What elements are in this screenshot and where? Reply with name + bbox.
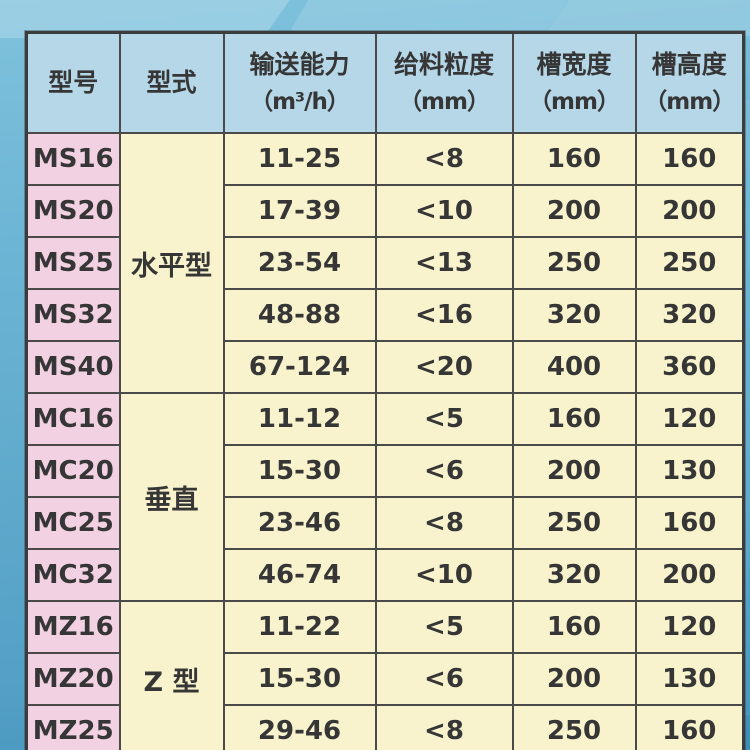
header-row: 型号 型式 输送能力 （m³/h） 给料粒度 （mm） 槽宽度 （mm） 槽高度 （mm…	[25, 31, 745, 134]
height-cell: 320	[634, 288, 745, 342]
header-label: 型号	[48, 67, 99, 97]
width-cell: 250	[511, 236, 637, 290]
capacity-cell: 48-88	[222, 288, 377, 342]
height-cell: 250	[634, 236, 745, 290]
spec-table: 型号 型式 输送能力 （m³/h） 给料粒度 （mm） 槽宽度 （mm） 槽高度 （mm…	[25, 31, 745, 750]
capacity-cell: 11-12	[222, 392, 377, 446]
model-cell: MC32	[25, 548, 121, 602]
table-row: MS32 48-88 <16 320 320	[25, 288, 745, 342]
width-cell: 160	[511, 132, 637, 186]
width-cell: 400	[511, 340, 637, 394]
model-cell: MS25	[25, 236, 121, 290]
feed-cell: <16	[374, 288, 514, 342]
width-cell: 250	[511, 496, 637, 550]
feed-cell: <20	[374, 340, 514, 394]
width-cell: 250	[511, 704, 637, 750]
width-cell: 160	[511, 600, 637, 654]
feed-cell: <10	[374, 184, 514, 238]
header-label: 槽宽度	[536, 49, 612, 79]
model-cell: MZ20	[25, 652, 121, 706]
feed-cell: <8	[374, 704, 514, 750]
model-cell: MZ25	[25, 704, 121, 750]
header-label: 型式	[146, 67, 197, 97]
header-label: 输送能力	[249, 49, 350, 79]
model-cell: MZ16	[25, 600, 121, 654]
table-row: MZ20 15-30 <6 200 130	[25, 652, 745, 706]
width-cell: 200	[511, 184, 637, 238]
height-cell: 160	[634, 704, 745, 750]
model-cell: MS16	[25, 132, 121, 186]
table-row: MZ16 Z 型 11-22 <5 160 120	[25, 600, 745, 750]
height-cell: 120	[634, 392, 745, 446]
table-row: MS40 67-124 <20 400 360	[25, 340, 745, 394]
width-cell: 200	[511, 444, 637, 498]
height-cell: 360	[634, 340, 745, 394]
model-cell: MC20	[25, 444, 121, 498]
type-cell-z: Z 型	[118, 600, 225, 750]
model-cell: MS40	[25, 340, 121, 394]
width-cell: 320	[511, 548, 637, 602]
table-row: MC20 15-30 <6 200 130	[25, 444, 745, 498]
header-type: 型式	[118, 31, 225, 134]
model-cell: MC16	[25, 392, 121, 446]
height-cell: 130	[634, 444, 745, 498]
table-row: MS25 23-54 <13 250 250	[25, 236, 745, 290]
header-unit: （mm）	[644, 88, 735, 115]
capacity-cell: 17-39	[222, 184, 377, 238]
table-row: MS16 水平型 11-25 <8 160 160	[25, 132, 745, 394]
header-trough-height: 槽高度 （mm）	[634, 31, 745, 134]
header-trough-width: 槽宽度 （mm）	[511, 31, 637, 134]
height-cell: 200	[634, 184, 745, 238]
header-unit: （mm）	[529, 88, 620, 115]
height-cell: 200	[634, 548, 745, 602]
header-model: 型号	[25, 31, 121, 134]
capacity-cell: 46-74	[222, 548, 377, 602]
type-cell-horizontal: 水平型	[118, 132, 225, 394]
capacity-cell: 29-46	[222, 704, 377, 750]
table-row: MC32 46-74 <10 320 200	[25, 548, 745, 602]
width-cell: 320	[511, 288, 637, 342]
table-row: MS20 17-39 <10 200 200	[25, 184, 745, 238]
feed-cell: <5	[374, 392, 514, 446]
capacity-cell: 23-46	[222, 496, 377, 550]
header-unit: （mm）	[399, 88, 490, 115]
height-cell: 120	[634, 600, 745, 654]
header-unit: （m³/h）	[250, 88, 350, 115]
capacity-cell: 23-54	[222, 236, 377, 290]
type-cell-vertical: 垂直	[118, 392, 225, 602]
height-cell: 160	[634, 496, 745, 550]
capacity-cell: 11-22	[222, 600, 377, 654]
capacity-cell: 11-25	[222, 132, 377, 186]
model-cell: MC25	[25, 496, 121, 550]
feed-cell: <6	[374, 652, 514, 706]
width-cell: 160	[511, 392, 637, 446]
capacity-cell: 15-30	[222, 652, 377, 706]
header-capacity: 输送能力 （m³/h）	[222, 31, 377, 134]
feed-cell: <5	[374, 600, 514, 654]
width-cell: 200	[511, 652, 637, 706]
model-cell: MS20	[25, 184, 121, 238]
capacity-cell: 67-124	[222, 340, 377, 394]
header-label: 槽高度	[651, 49, 727, 79]
feed-cell: <6	[374, 444, 514, 498]
height-cell: 130	[634, 652, 745, 706]
feed-cell: <10	[374, 548, 514, 602]
feed-cell: <13	[374, 236, 514, 290]
table-row: MC25 23-46 <8 250 160	[25, 496, 745, 550]
table-row: MC16 垂直 11-12 <5 160 120	[25, 392, 745, 602]
background-streak	[288, 0, 572, 34]
header-label: 给料粒度	[393, 49, 494, 79]
capacity-cell: 15-30	[222, 444, 377, 498]
feed-cell: <8	[374, 496, 514, 550]
table-row: MZ25 29-46 <8 250 160	[25, 704, 745, 750]
height-cell: 160	[634, 132, 745, 186]
feed-cell: <8	[374, 132, 514, 186]
header-feed-size: 给料粒度 （mm）	[374, 31, 514, 134]
model-cell: MS32	[25, 288, 121, 342]
